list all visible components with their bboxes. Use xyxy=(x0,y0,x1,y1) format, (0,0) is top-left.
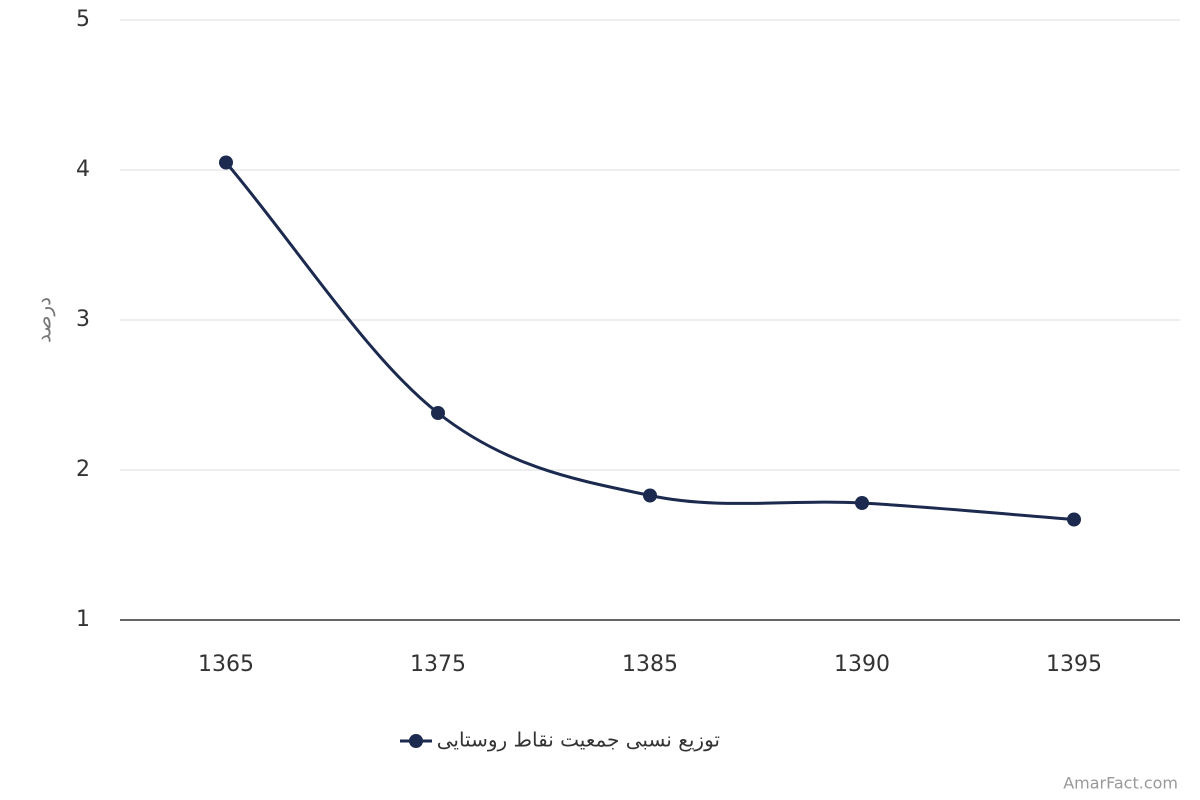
y-axis-label: درصد xyxy=(32,297,56,343)
legend-label: توزیع نسبی جمعیت نقاط روستایی xyxy=(437,728,720,752)
point xyxy=(1067,512,1081,527)
y-tick-label: 1 xyxy=(76,607,90,632)
line xyxy=(224,161,1075,521)
x-tick-label: 1375 xyxy=(410,652,466,677)
legend-marker xyxy=(409,734,423,748)
x-tick-label: 1390 xyxy=(834,652,890,677)
x-tick-label: 1385 xyxy=(622,652,678,677)
point xyxy=(431,406,445,420)
y-tick-label: 2 xyxy=(76,457,90,482)
x-tick-label: 1365 xyxy=(198,652,254,677)
y-tick-label: 4 xyxy=(76,157,90,182)
point xyxy=(643,488,657,503)
x-tick-label: 1395 xyxy=(1046,652,1102,677)
point xyxy=(855,496,869,510)
point xyxy=(219,155,233,170)
y-tick-label: 5 xyxy=(76,7,90,32)
source: AmarFact.com xyxy=(1063,774,1178,793)
y-tick-label: 3 xyxy=(76,307,90,332)
